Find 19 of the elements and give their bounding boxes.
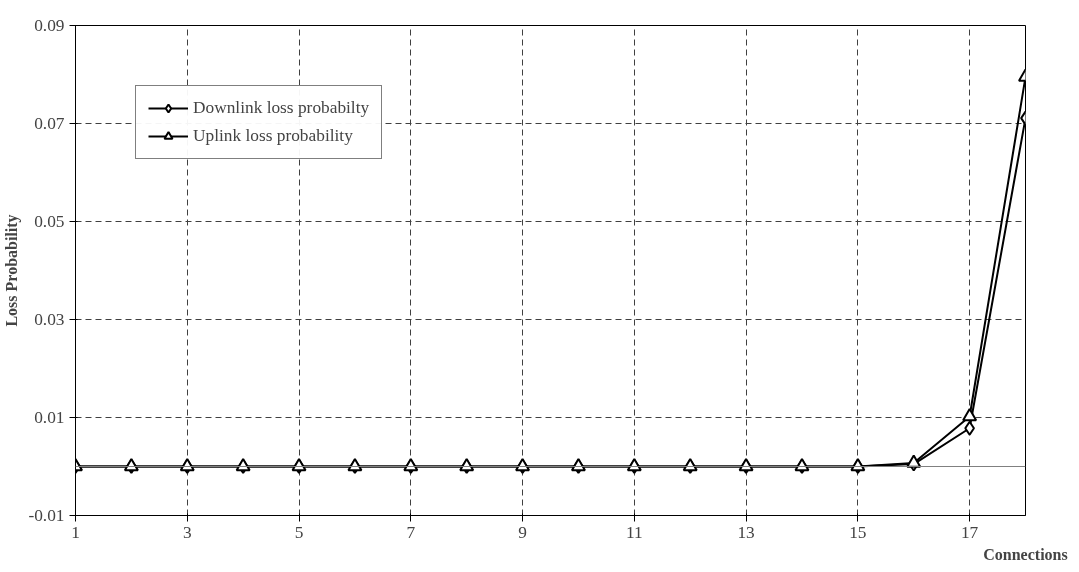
y-tick-label: 0.05 bbox=[34, 212, 65, 231]
x-tick-label: 17 bbox=[960, 522, 979, 542]
y-tick-label: 0.01 bbox=[34, 408, 65, 427]
x-tick-label: 5 bbox=[294, 522, 304, 542]
x-tick-label: 3 bbox=[182, 522, 192, 542]
x-tick-label: 7 bbox=[406, 522, 416, 542]
y-tick-label: -0.01 bbox=[28, 506, 65, 525]
y-tick-label: 0.09 bbox=[34, 16, 65, 35]
y-tick-label: 0.03 bbox=[34, 310, 65, 329]
legend-label: Downlink loss probabilty bbox=[193, 98, 370, 118]
x-tick-label: 9 bbox=[518, 522, 527, 542]
y-axis-title: Loss Probability bbox=[3, 214, 22, 327]
y-tick-label: 0.07 bbox=[34, 114, 65, 133]
x-tick-label: 1 bbox=[71, 522, 80, 542]
x-tick-label: 11 bbox=[625, 522, 643, 542]
x-tick-label: 15 bbox=[849, 522, 867, 542]
x-axis-title: Connections bbox=[983, 545, 1068, 563]
legend-label: Uplink loss probability bbox=[193, 126, 353, 146]
x-tick-label: 13 bbox=[737, 522, 755, 542]
